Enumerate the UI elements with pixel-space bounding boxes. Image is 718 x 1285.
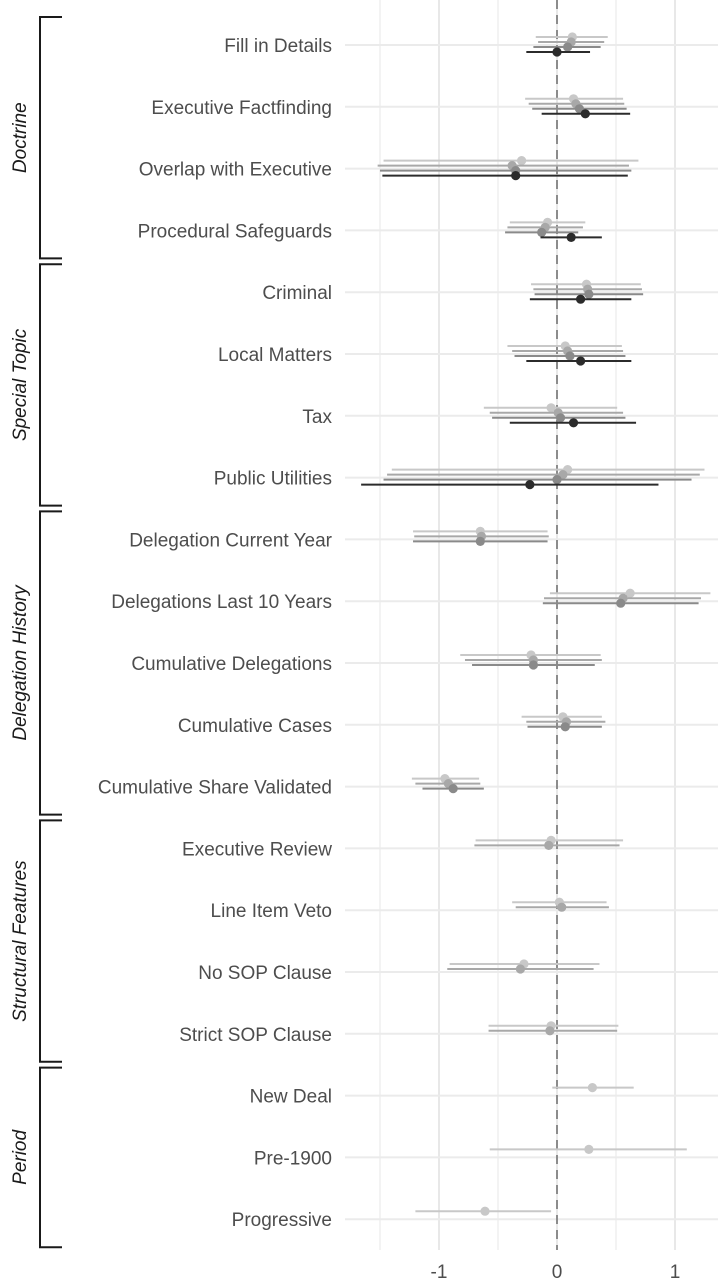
row-label: New Deal xyxy=(250,1087,332,1108)
point-estimate xyxy=(546,403,556,413)
row-label: Overlap with Executive xyxy=(139,160,332,181)
point-estimate xyxy=(557,902,567,912)
point-estimate xyxy=(584,289,594,299)
point-estimate xyxy=(517,156,527,166)
x-axis-ticks: -1 0 1 xyxy=(431,1262,681,1283)
point-estimate xyxy=(560,722,570,732)
point-estimate xyxy=(544,840,554,851)
group-label: Doctrine xyxy=(10,102,31,173)
point-estimate xyxy=(616,598,626,608)
point-estimate xyxy=(545,1026,555,1036)
x-tick-label: 1 xyxy=(670,1262,681,1283)
group-label: Delegation History xyxy=(10,584,31,741)
point-estimate xyxy=(537,227,547,237)
row-label: Cumulative Share Validated xyxy=(98,778,332,799)
point-estimate xyxy=(552,475,562,485)
point-estimate xyxy=(576,294,586,304)
group-label: Structural Features xyxy=(10,860,31,1022)
row-label: Criminal xyxy=(262,283,332,304)
point-estimate xyxy=(584,1144,594,1154)
row-label: Tax xyxy=(302,407,332,428)
point-estimate xyxy=(566,232,576,242)
point-estimate xyxy=(515,964,526,974)
point-estimate xyxy=(528,660,539,670)
point-estimate xyxy=(448,784,458,794)
group-bracket xyxy=(39,819,62,1063)
point-estimate xyxy=(576,356,586,366)
point-estimate xyxy=(480,1206,490,1216)
row-label: No SOP Clause xyxy=(198,963,332,984)
group-bracket xyxy=(39,1066,62,1249)
point-estimate xyxy=(525,480,535,490)
point-estimate xyxy=(625,588,635,598)
group-bracket xyxy=(39,510,62,816)
estimate-marks xyxy=(361,32,711,1216)
row-label: Cumulative Delegations xyxy=(131,654,332,675)
row-label: Strict SOP Clause xyxy=(179,1025,332,1046)
x-tick-label: -1 xyxy=(431,1262,448,1283)
x-tick-label: 0 xyxy=(552,1262,563,1283)
row-label: Delegations Last 10 Years xyxy=(111,592,332,613)
point-estimate xyxy=(552,47,562,57)
group-brackets: Doctrine Special Topic Delegation History S… xyxy=(10,16,62,1249)
point-estimate xyxy=(563,42,573,52)
row-label: Pre-1900 xyxy=(254,1148,332,1169)
group-label: Special Topic xyxy=(10,328,31,441)
point-estimate xyxy=(580,109,590,119)
row-label: Local Matters xyxy=(218,345,332,366)
row-label: Executive Factfinding xyxy=(151,98,332,119)
point-estimate xyxy=(568,418,579,428)
point-estimate xyxy=(587,1083,598,1093)
gridlines xyxy=(345,0,718,1250)
row-label: Line Item Veto xyxy=(211,901,332,922)
row-label: Cumulative Cases xyxy=(178,716,332,737)
point-estimate xyxy=(511,171,521,181)
row-labels: Fill in Details Executive Factfinding Over… xyxy=(98,36,333,1231)
point-estimate xyxy=(475,536,485,547)
group-label: Period xyxy=(10,1129,31,1185)
row-label: Executive Review xyxy=(182,839,332,860)
row-label: Progressive xyxy=(232,1210,332,1231)
row-label: Fill in Details xyxy=(224,36,332,57)
row-label: Delegation Current Year xyxy=(129,530,332,551)
row-label: Procedural Safeguards xyxy=(138,221,332,242)
group-bracket xyxy=(39,263,62,507)
point-estimate xyxy=(565,351,575,361)
group-bracket xyxy=(39,16,62,260)
point-estimate xyxy=(555,413,566,423)
row-label: Public Utilities xyxy=(214,469,332,490)
